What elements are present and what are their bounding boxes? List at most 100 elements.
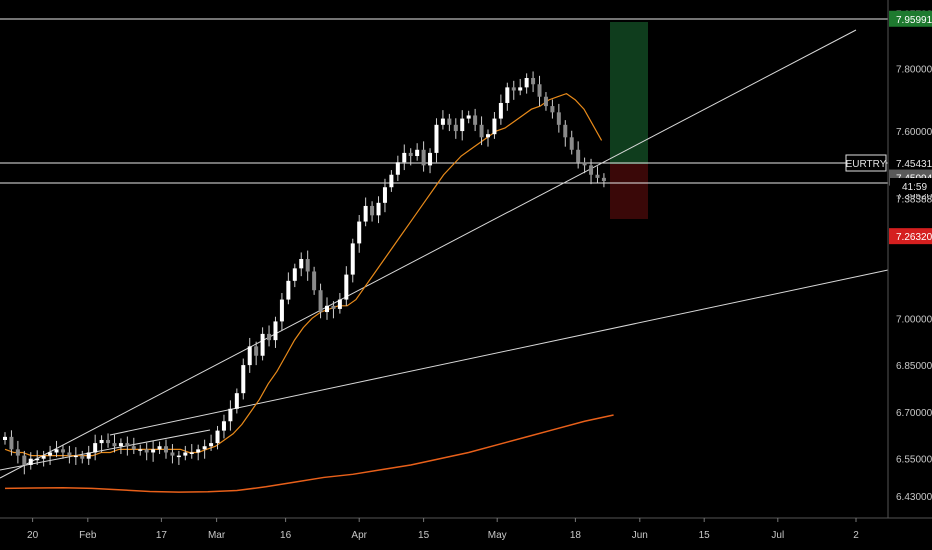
countdown-box [890, 178, 932, 194]
time-axis-tick: 2 [853, 530, 859, 541]
candle-body [273, 321, 278, 341]
candle-body [601, 177, 606, 181]
candle-body [524, 78, 529, 88]
symbol-text: EURTRY [846, 159, 887, 170]
candle-body [415, 149, 420, 157]
countdown-text: 41:59 [902, 182, 927, 193]
candle-body [370, 205, 375, 216]
candle-body [131, 446, 136, 450]
time-axis-tick: 20 [27, 530, 39, 541]
time-axis-tick: Jul [771, 530, 784, 541]
candle-body [505, 87, 510, 103]
symbol-label[interactable]: EURTRY [845, 154, 887, 172]
candle-body [492, 118, 497, 135]
candle-body [447, 118, 452, 125]
candle-body [41, 455, 46, 459]
candle-body [479, 124, 484, 138]
price-label: 7.38388 [896, 195, 932, 206]
candle-body [99, 439, 104, 444]
price-label-box [889, 10, 932, 27]
candle-body [595, 174, 600, 178]
candle-body [376, 202, 381, 216]
candle-body [28, 458, 33, 465]
candle-body [286, 280, 291, 300]
time-axis-tick: 16 [280, 530, 292, 541]
candle-body [363, 205, 368, 222]
price-axis-tick: 7.80000 [896, 65, 932, 76]
candle-body [543, 96, 548, 107]
candle-body [563, 124, 568, 138]
price-axis-tick: 6.55000 [896, 455, 932, 466]
candle-body [350, 243, 355, 275]
candle-body [267, 333, 272, 341]
candle-body [9, 436, 14, 450]
candle-body [183, 452, 188, 456]
candle-body [357, 221, 362, 244]
lower-trendline-ext [0, 429, 211, 471]
candle-body [151, 449, 156, 453]
candle-body [93, 443, 98, 453]
candle-body [402, 152, 407, 163]
candle-body [73, 455, 78, 458]
time-axis-tick: Apr [351, 530, 367, 541]
stop-zone[interactable] [610, 164, 648, 219]
candle-body [440, 118, 445, 125]
candle-body [196, 449, 201, 453]
price-label-box [889, 228, 932, 245]
candle-body [518, 87, 523, 91]
price-axis-tick: 7.00000 [896, 314, 932, 325]
time-axis-tick: Mar [208, 530, 226, 541]
slow-moving-average[interactable] [4, 414, 614, 493]
candle-body [453, 124, 458, 132]
time-axis-tick: 17 [156, 530, 168, 541]
long-position-tool[interactable] [610, 22, 648, 219]
last-price-text: 7.45431 [896, 159, 932, 170]
candle-body [382, 187, 387, 203]
candle-body [86, 452, 91, 459]
candle-body [260, 333, 265, 356]
time-axis: 20 Feb 17 Mar 16 Apr 15 May 18 Jun 15 Jul 2 [27, 518, 859, 541]
price-axis-tick: 6.70000 [896, 408, 932, 419]
candle-body [176, 455, 181, 458]
candle-body [589, 165, 594, 175]
candle-body [164, 446, 168, 453]
candle-body [318, 290, 323, 313]
candle-body [80, 455, 85, 459]
candle-body [54, 449, 59, 453]
candle-body [389, 174, 394, 188]
candle-body [556, 112, 561, 125]
candle-body [582, 162, 587, 166]
target-zone[interactable] [610, 22, 648, 164]
price-axis-tick: 6.43000 [896, 492, 932, 503]
price-label: 7.95991 [896, 15, 932, 26]
candle-body [3, 436, 7, 440]
price-label: 7.39520 [896, 191, 932, 202]
lower-trendline[interactable] [109, 269, 889, 436]
candle-body [35, 458, 40, 461]
candle-body [189, 452, 194, 454]
candle-body [241, 365, 246, 394]
candle-body [299, 259, 304, 269]
candle-body [247, 346, 252, 366]
candle-body [60, 449, 65, 453]
candle-body [466, 115, 471, 119]
candle-body [106, 439, 111, 444]
candle-body [531, 78, 536, 85]
candle-body [292, 268, 297, 281]
candle-body [144, 449, 149, 453]
candle-body [473, 115, 478, 125]
candle-body [395, 162, 400, 175]
candle-body [421, 149, 426, 166]
candle-body [331, 305, 336, 309]
steep-trendline[interactable] [0, 29, 857, 479]
candle-body [209, 443, 214, 447]
candle-body [576, 149, 581, 163]
candle-body [170, 452, 175, 456]
candle-body [234, 393, 239, 409]
fast-moving-average[interactable] [4, 92, 603, 457]
candle-body [15, 449, 20, 456]
candle-body [118, 443, 123, 447]
candle-body [125, 443, 130, 447]
time-axis-tick: May [488, 530, 507, 541]
